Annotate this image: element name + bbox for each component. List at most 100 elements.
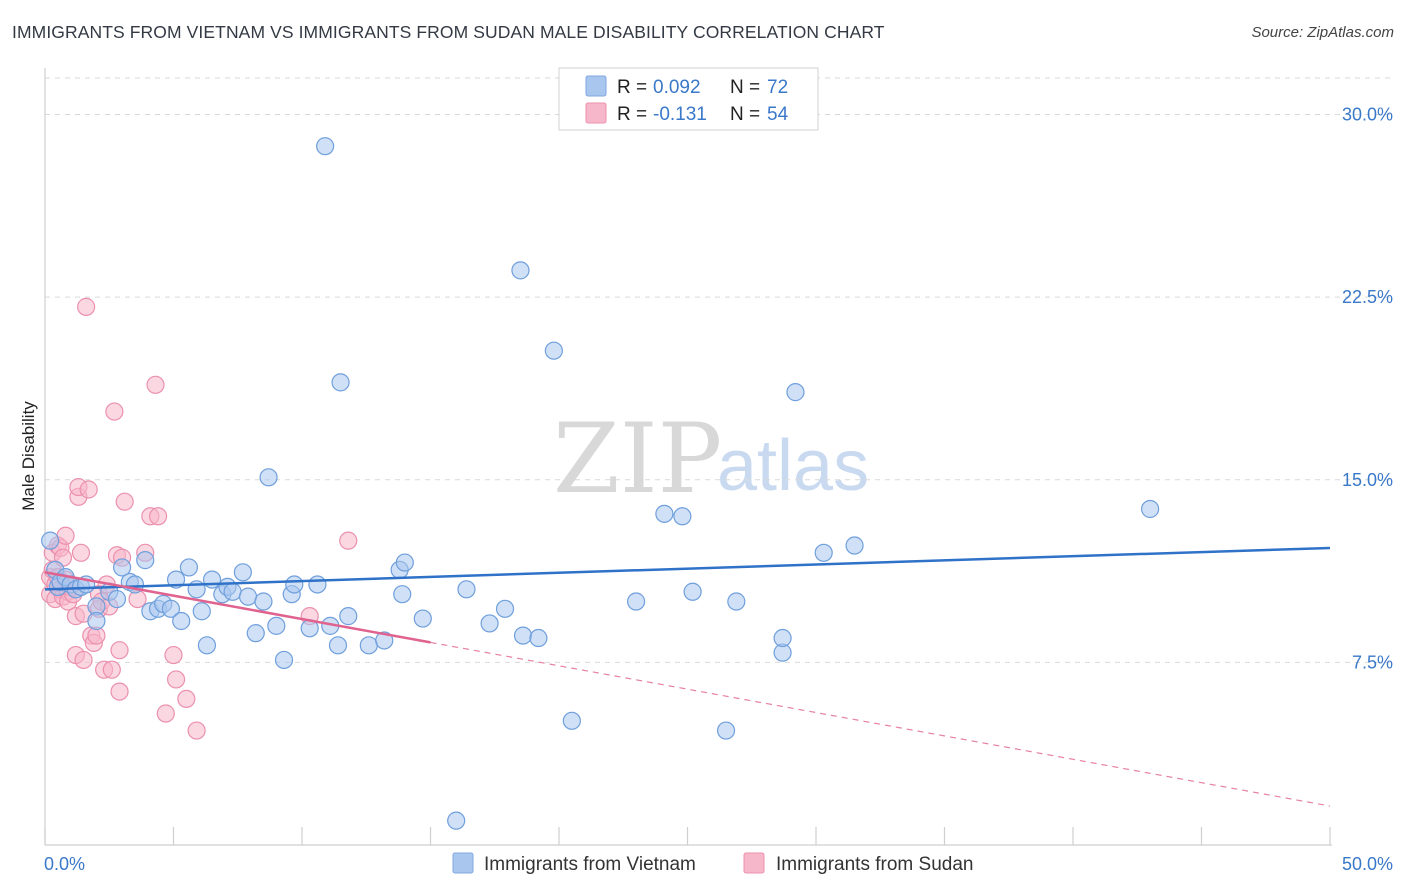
vietnam-point <box>727 592 746 611</box>
sudan-point <box>148 507 168 526</box>
vietnam-point <box>457 580 476 599</box>
vietnam-point <box>197 636 217 655</box>
vietnam-point <box>845 536 864 555</box>
vietnam-point <box>233 563 252 582</box>
vietnam-point <box>1140 499 1160 519</box>
vietnam-point <box>495 599 515 618</box>
vietnam-point <box>716 721 736 740</box>
sudan-point <box>115 492 134 511</box>
vietnam-point <box>395 553 414 572</box>
vietnam-trend-line <box>44 546 1331 591</box>
y-tick-label: 22.5% <box>1342 287 1393 307</box>
vietnam-point <box>246 624 265 643</box>
chart-title: IMMIGRANTS FROM VIETNAM VS IMMIGRANTS FR… <box>12 22 885 42</box>
y-tick-label: 30.0% <box>1342 105 1393 125</box>
vietnam-point <box>413 609 432 628</box>
vietnam-point <box>447 811 466 830</box>
sudan-point <box>71 543 91 562</box>
vietnam-point <box>786 383 805 402</box>
legend-r-value-sudan: -0.131 <box>653 104 707 125</box>
vietnam-point <box>308 575 327 594</box>
vietnam-point <box>683 582 702 601</box>
vietnam-point <box>773 628 792 648</box>
vietnam-point <box>316 137 335 156</box>
y-axis-label: Male Disability <box>19 401 38 511</box>
series-legend: Immigrants from Vietnam Immigrants from … <box>452 852 973 875</box>
vietnam-point <box>136 551 155 570</box>
vietnam-point <box>202 570 222 589</box>
sudan-trend-line-solid <box>44 571 431 644</box>
x-tick-label-max: 50.0% <box>1342 854 1393 874</box>
vietnam-point <box>328 636 348 655</box>
vietnam-point <box>172 611 191 631</box>
sudan-points <box>41 297 358 740</box>
bottom-legend-swatch-sudan <box>743 852 765 874</box>
sudan-point <box>102 660 121 679</box>
vietnam-point <box>274 650 294 670</box>
vietnam-point <box>480 614 499 633</box>
sudan-trend-line-dashed <box>430 641 1331 807</box>
vietnam-point <box>267 616 286 635</box>
legend-n-value-vietnam: 72 <box>767 77 788 98</box>
vietnam-point <box>107 589 127 609</box>
vietnam-point <box>814 543 833 562</box>
vietnam-point <box>375 631 394 650</box>
bottom-legend-label-vietnam: Immigrants from Vietnam <box>484 854 696 875</box>
y-tick-label: 15.0% <box>1342 470 1393 490</box>
sudan-point <box>79 480 98 499</box>
vietnam-point <box>161 599 181 618</box>
vietnam-point <box>529 628 548 648</box>
vietnam-point <box>339 607 358 626</box>
sudan-point <box>105 402 124 421</box>
vietnam-point <box>259 468 278 487</box>
bottom-legend-label-sudan: Immigrants from Sudan <box>776 854 973 875</box>
correlation-legend: R = 0.092 N = 72 R = -0.131 N = 54 <box>558 67 819 131</box>
sudan-point <box>164 645 183 665</box>
sudan-point <box>166 670 186 689</box>
legend-n-label-vietnam: N = <box>730 77 760 98</box>
vietnam-point <box>511 261 530 280</box>
bottom-legend-swatch-vietnam <box>452 852 474 874</box>
sudan-point <box>339 531 358 550</box>
sudan-point <box>110 682 129 701</box>
vietnam-point <box>238 587 258 606</box>
sudan-point <box>177 689 196 709</box>
legend-r-label-vietnam: R = <box>617 77 647 98</box>
y-tick-label: 7.5% <box>1352 652 1393 672</box>
legend-r-value-vietnam: 0.092 <box>653 77 701 98</box>
sudan-point <box>187 721 206 740</box>
vietnam-points <box>41 137 1160 830</box>
vietnam-point <box>655 504 674 523</box>
vietnam-point <box>179 558 199 577</box>
sudan-point <box>110 641 129 660</box>
vietnam-point <box>254 592 273 611</box>
vietnam-point <box>192 602 211 621</box>
vietnam-point <box>673 507 692 526</box>
x-tick-label-min: 0.0% <box>44 854 85 874</box>
vietnam-point <box>285 575 304 594</box>
vietnam-point <box>331 373 350 392</box>
sudan-point <box>74 650 93 670</box>
vietnam-point <box>513 626 533 645</box>
sudan-point <box>56 526 75 545</box>
source-credit: Source: ZipAtlas.com <box>1251 24 1394 41</box>
sudan-point <box>77 297 96 316</box>
vietnam-point <box>544 341 563 360</box>
legend-swatch-vietnam <box>585 75 607 97</box>
vietnam-point <box>562 711 581 730</box>
axes: 7.5% 15.0% 22.5% 30.0% <box>44 68 1393 846</box>
vietnam-point <box>393 585 412 604</box>
legend-r-label-sudan: R = <box>617 104 647 125</box>
vietnam-point <box>41 531 60 550</box>
trend-lines <box>44 546 1331 807</box>
watermark-zip: ZIP <box>553 403 722 515</box>
vietnam-point <box>223 582 242 601</box>
vietnam-point <box>359 636 378 655</box>
legend-n-label-sudan: N = <box>730 104 760 125</box>
sudan-point <box>156 704 175 723</box>
vietnam-point <box>87 611 106 631</box>
sudan-point <box>146 375 165 394</box>
vietnam-point <box>112 558 132 577</box>
legend-swatch-sudan <box>585 102 607 124</box>
